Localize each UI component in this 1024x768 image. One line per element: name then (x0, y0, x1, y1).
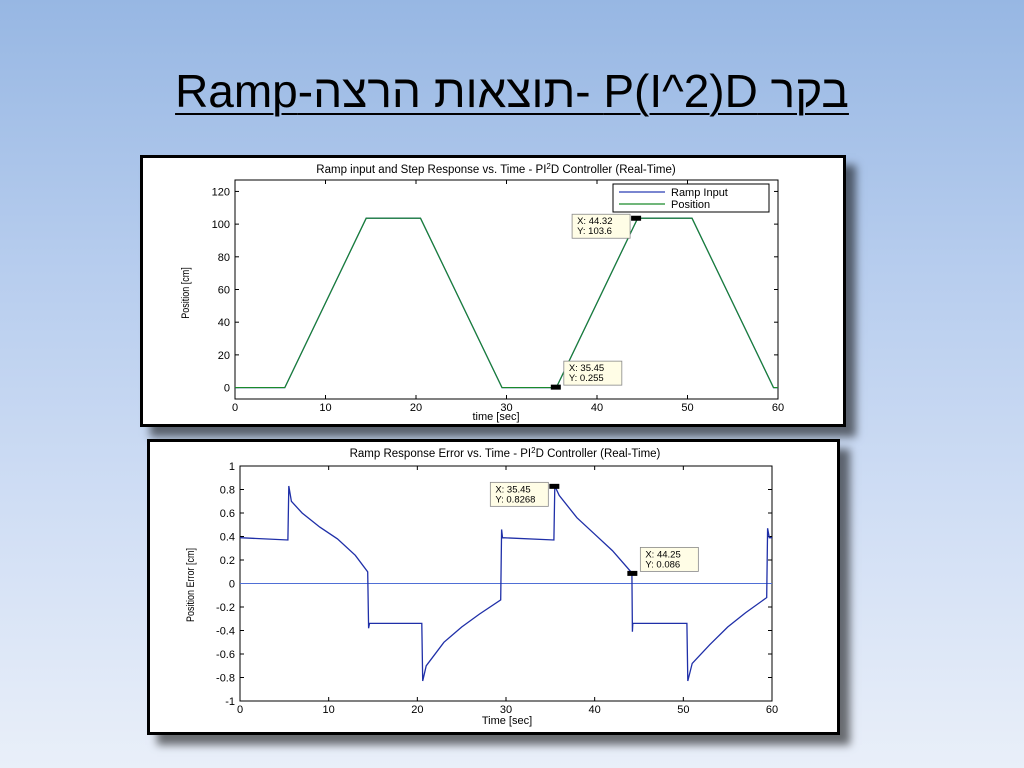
y-tick-label: 40 (218, 317, 230, 329)
axes-frame (234, 179, 779, 400)
y-tick-label: 100 (212, 219, 230, 231)
y-tick-label: -0.4 (216, 626, 235, 638)
chart-title-part: Ramp Response Error vs. Time - PI (350, 448, 532, 460)
ramp-error-chart: Ramp Response Error vs. Time - PI2D Cont… (185, 446, 778, 727)
datatip-x-text: X: 35.45 (495, 484, 530, 495)
chart-title: Ramp input and Step Response vs. Time - … (316, 162, 676, 176)
ramp-error-figure: Ramp Response Error vs. Time - PI2D Cont… (147, 439, 840, 735)
y-tick-label: -0.8 (216, 673, 235, 685)
chart-title-superscript: 2 (546, 162, 551, 171)
y-axis-label: Position [cm] (180, 267, 192, 319)
x-tick-label: 0 (232, 402, 238, 414)
datatip-marker (550, 384, 561, 390)
x-axis-label: Time [sec] (482, 715, 532, 727)
datatip-x-text: X: 44.32 (577, 216, 612, 227)
chart-title: Ramp Response Error vs. Time - PI2D Cont… (350, 446, 661, 460)
datatip-x-text: X: 35.45 (569, 363, 604, 374)
y-tick-label: 1 (229, 461, 235, 473)
x-tick-label: 0 (237, 704, 243, 716)
y-tick-label: 0.4 (220, 532, 235, 544)
y-tick-label: 0.8 (220, 485, 235, 497)
x-tick-label: 20 (410, 402, 422, 414)
datatip-x-text: X: 44.25 (645, 549, 680, 560)
x-tick-label: 50 (681, 402, 693, 414)
x-tick-label: 30 (500, 402, 512, 414)
y-tick-label: 0.6 (220, 508, 235, 520)
y-axis-label: Position Error [cm] (185, 548, 197, 622)
datatip-y-text: Y: 0.8268 (495, 494, 535, 505)
datatip-y-text: Y: 0.086 (645, 559, 680, 570)
y-tick-label: -1 (225, 696, 235, 708)
x-tick-label: 10 (323, 704, 335, 716)
datatip-marker (631, 215, 642, 221)
chart-title-part: D Controller (Real-Time) (536, 448, 661, 460)
ramp-position-chart: Ramp input and Step Response vs. Time - … (180, 162, 784, 423)
datatip-box (571, 213, 631, 239)
error-line (239, 485, 772, 682)
x-tick-label: 20 (411, 704, 423, 716)
datatip-box (489, 481, 549, 507)
datatip-marker (549, 483, 560, 489)
y-tick-label: 20 (218, 350, 230, 362)
ramp-position-figure: Ramp input and Step Response vs. Time - … (140, 155, 846, 427)
datatip-box (639, 546, 699, 572)
x-tick-label: 30 (500, 704, 512, 716)
y-tick-label: 80 (218, 252, 230, 264)
legend-label: Ramp Input (671, 187, 728, 199)
y-tick-label: 120 (212, 186, 230, 198)
x-axis-label: time [sec] (472, 411, 519, 423)
x-tick-label: 40 (591, 402, 603, 414)
chart-title-superscript: 2 (531, 446, 536, 455)
legend-box (612, 183, 770, 213)
x-tick-label: 60 (772, 402, 784, 414)
ramp-input-line (235, 217, 778, 389)
x-tick-label: 40 (589, 704, 601, 716)
position-line (235, 217, 778, 389)
x-tick-label: 60 (766, 704, 778, 716)
chart-title-part: D Controller (Real-Time) (551, 164, 676, 176)
y-tick-label: -0.6 (216, 649, 235, 661)
datatip-y-text: Y: 103.6 (577, 226, 612, 237)
y-tick-label: 60 (218, 285, 230, 297)
slide-title: בקר P(I^2)D -תוצאות הרצה-Ramp (175, 65, 849, 117)
x-tick-label: 10 (319, 402, 331, 414)
y-tick-label: 0 (224, 383, 230, 395)
y-tick-label: 0 (229, 579, 235, 591)
datatip-box (563, 360, 623, 386)
y-tick-label: -0.2 (216, 602, 235, 614)
plot-area: 0 10 20 30 40 50 60 -1 -0.8 -0.6 -0.4 -0.2 0 0.2 0.4 0.… (216, 461, 778, 716)
plot-area: 0 10 20 30 40 50 60 0 20 40 60 80 100 120 Ramp InputPo… (212, 179, 784, 414)
legend-label: Position (671, 199, 710, 211)
x-tick-label: 50 (677, 704, 689, 716)
chart-title-part: Ramp input and Step Response vs. Time - … (316, 164, 546, 176)
y-tick-label: 0.2 (220, 555, 235, 567)
datatip-marker (627, 570, 638, 576)
datatip-y-text: Y: 0.255 (569, 373, 604, 384)
